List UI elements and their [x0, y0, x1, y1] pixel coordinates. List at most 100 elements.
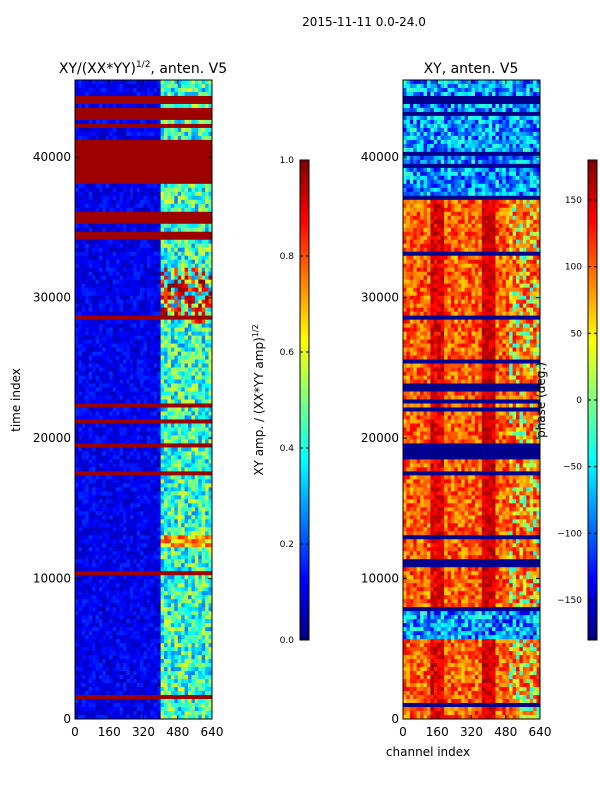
heatmap-cell [184, 159, 189, 165]
heatmap-cell [140, 575, 144, 580]
heatmap-cell [119, 95, 124, 101]
heatmap-cell [205, 159, 209, 165]
heatmap-cell [109, 543, 114, 548]
heatmap-cell [81, 571, 86, 576]
heatmap-cell [136, 355, 141, 360]
heatmap-cell [129, 279, 134, 285]
heatmap-cell [85, 535, 90, 540]
heatmap-cell [174, 107, 179, 113]
heatmap-cell [164, 127, 168, 133]
heatmap-cell [105, 159, 110, 165]
heatmap-cell [170, 323, 175, 329]
heatmap-cell [194, 335, 199, 340]
heatmap-cell [122, 167, 127, 173]
heatmap-cell [95, 575, 100, 580]
heatmap-cell [133, 387, 138, 392]
heatmap-cell [102, 127, 107, 133]
heatmap-cell [102, 435, 107, 440]
heatmap-cell [198, 231, 203, 237]
heatmap-cell [126, 399, 131, 404]
heatmap-cell [105, 175, 110, 181]
heatmap-cell [116, 575, 120, 580]
heatmap-cell [160, 255, 165, 261]
heatmap-cell [75, 343, 79, 348]
heatmap-cell [205, 211, 209, 217]
heatmap-cell [208, 551, 213, 556]
heatmap-cell [81, 399, 86, 404]
heatmap-cell [143, 207, 148, 213]
heatmap-cell [78, 267, 83, 273]
heatmap-cell [136, 435, 141, 440]
heatmap-cell [78, 523, 83, 528]
heatmap-cell [98, 535, 103, 540]
heatmap-cell [143, 491, 148, 496]
heatmap-cell [119, 87, 124, 93]
heatmap-cell [98, 159, 103, 165]
heatmap-cell [153, 215, 158, 221]
heatmap-cell [188, 239, 192, 245]
heatmap-cell [198, 319, 203, 325]
heatmap-cell [198, 387, 203, 392]
heatmap-cell [205, 407, 209, 412]
heatmap-cell [153, 307, 158, 313]
heatmap-cell [116, 403, 120, 408]
heatmap-cell [143, 319, 148, 325]
heatmap-cell [81, 271, 86, 277]
heatmap-cell [191, 107, 196, 113]
heatmap-cell [146, 295, 151, 301]
heatmap-cell [98, 119, 103, 125]
heatmap-cell [184, 507, 189, 512]
heatmap-cell [170, 363, 175, 368]
heatmap-cell [129, 531, 134, 536]
heatmap-cell [164, 103, 168, 109]
heatmap-cell [140, 131, 144, 137]
heatmap-cell [143, 427, 148, 432]
heatmap-cell [75, 411, 79, 416]
heatmap-cell [146, 151, 151, 157]
heatmap-cell [167, 495, 172, 500]
heatmap-cell [81, 83, 86, 89]
heatmap-cell [150, 80, 155, 85]
heatmap-cell [102, 155, 107, 161]
heatmap-cell [75, 547, 79, 552]
heatmap-cell [174, 183, 179, 189]
heatmap-cell [95, 251, 100, 257]
heatmap-cell [153, 551, 158, 556]
heatmap-cell [198, 567, 203, 572]
heatmap-cell [92, 195, 96, 201]
heatmap-cell [143, 295, 148, 301]
heatmap-cell [153, 275, 158, 281]
heatmap-cell [126, 567, 131, 572]
heatmap-cell [85, 299, 90, 305]
heatmap-cell [75, 391, 79, 396]
heatmap-cell [174, 523, 179, 528]
heatmap-cell [160, 375, 165, 380]
heatmap-cell [188, 543, 192, 548]
heatmap-cell [85, 367, 90, 372]
heatmap-cell [157, 315, 162, 321]
heatmap-cell [188, 339, 192, 344]
heatmap-cell [170, 263, 175, 269]
heatmap-cell [98, 179, 103, 185]
heatmap-cell [184, 80, 189, 85]
heatmap-cell [119, 247, 124, 253]
heatmap-cell [98, 271, 103, 277]
heatmap-cell [78, 435, 83, 440]
heatmap-cell [122, 563, 127, 568]
heatmap-cell [126, 183, 131, 189]
heatmap-cell [126, 195, 131, 201]
heatmap-cell [88, 151, 93, 157]
heatmap-cell [208, 455, 213, 460]
heatmap-cell [201, 539, 206, 544]
heatmap-cell [191, 223, 196, 229]
heatmap-cell [105, 227, 110, 233]
heatmap-cell [85, 359, 90, 364]
heatmap-cell [78, 163, 83, 169]
heatmap-cell [160, 131, 165, 137]
heatmap-cell [184, 371, 189, 376]
heatmap-cell [92, 559, 96, 564]
heatmap-cell [181, 287, 185, 293]
heatmap-cell [201, 299, 206, 305]
heatmap-cell [88, 275, 93, 281]
heatmap-cell [177, 511, 182, 516]
